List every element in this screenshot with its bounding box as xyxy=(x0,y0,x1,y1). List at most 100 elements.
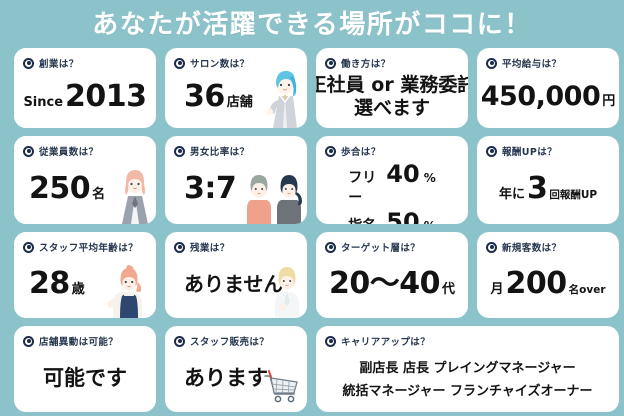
card-label-row: スタッフ販売は？ xyxy=(174,334,298,348)
value-unit: 歳 xyxy=(71,282,85,298)
card-value-area: 月 200 名over xyxy=(486,256,610,312)
card-label-row: 創業は？ xyxy=(23,56,147,70)
card-value-area: フリー 40 % 指名 50 % xyxy=(325,160,459,224)
card-label: 働き方は？ xyxy=(341,59,391,70)
card-label: 創業は？ xyxy=(39,59,79,70)
value-prefix: Since xyxy=(23,95,64,111)
bullseye-icon xyxy=(325,241,336,253)
card-label-row: スタッフ平均年齢は？ xyxy=(23,240,147,254)
card-value-area: 28 歳 xyxy=(23,256,147,312)
value-main: 200 xyxy=(505,266,568,302)
value-main: 3:7 xyxy=(184,171,237,207)
bullseye-icon xyxy=(174,57,185,69)
card-label: 従業員数は？ xyxy=(39,147,99,158)
card-value-area: 20〜40 代 xyxy=(325,256,459,312)
value-line-1: 正社員 or 業務委託 xyxy=(316,73,468,96)
value-main: 可能です xyxy=(43,365,127,390)
card-staff-sales: スタッフ販売は？ あります xyxy=(165,326,307,412)
commission-number: 40 xyxy=(386,160,420,188)
card-label: 新規客数は？ xyxy=(502,243,562,254)
card-overtime: 残業は？ ありません xyxy=(165,232,307,318)
card-label: 店舗異動は可能？ xyxy=(39,337,119,348)
card-work-style: 働き方は？ 正社員 or 業務委託 選べます xyxy=(316,48,468,128)
commission-percent: % xyxy=(424,219,436,224)
value-unit: 代 xyxy=(441,282,455,298)
card-founded: 創業は？ Since 2013 xyxy=(14,48,156,128)
bullseye-icon xyxy=(325,145,336,157)
value-line-2: 選べます xyxy=(353,96,430,119)
card-value-area: 可能です xyxy=(23,350,147,406)
commission-row-free: フリー 40 % xyxy=(348,160,435,207)
bullseye-icon xyxy=(174,145,185,157)
value-main: ありません xyxy=(184,271,284,296)
career-line-2: 統括マネージャー フランチャイズオーナー xyxy=(342,384,593,399)
value-main: 450,000 xyxy=(480,80,601,112)
commission-key: 指名 xyxy=(348,215,382,224)
bullseye-icon xyxy=(174,241,185,253)
commission-percent: % xyxy=(423,171,436,185)
page-title: あなたが活躍できる場所がココに！ xyxy=(92,9,532,40)
card-label-row: 歩合は？ xyxy=(325,144,459,158)
card-label: キャリアアップは？ xyxy=(341,337,431,348)
bullseye-icon xyxy=(23,145,34,157)
value-main: 2013 xyxy=(65,79,147,115)
card-label-row: 報酬UPは？ xyxy=(486,144,610,158)
value-main: 3 xyxy=(526,171,548,207)
card-label: 男女比率は？ xyxy=(190,147,250,158)
value-main: 28 xyxy=(29,266,70,302)
bullseye-icon xyxy=(23,241,34,253)
commission-key: フリー xyxy=(348,170,377,206)
card-label: スタッフ平均年齢は？ xyxy=(39,243,139,254)
value-unit: 店舗 xyxy=(226,95,253,111)
bullseye-icon xyxy=(486,145,497,157)
card-salon-count: サロン数は？ 36 店舗 xyxy=(165,48,307,128)
card-label: スタッフ販売は？ xyxy=(190,337,270,348)
card-value-area: 年に 3 回報酬UP xyxy=(486,160,610,218)
card-label-row: 従業員数は？ xyxy=(23,144,147,158)
card-pay-raise: 報酬UPは？ 年に 3 回報酬UP xyxy=(477,136,619,224)
card-label: 平均給与は？ xyxy=(502,59,562,70)
card-label-row: ターゲット層は？ xyxy=(325,240,459,254)
card-store-transfer: 店舗異動は可能？ 可能です xyxy=(14,326,156,412)
card-value-area: 250 名 xyxy=(23,160,147,218)
bullseye-icon xyxy=(325,57,336,69)
card-label-row: 働き方は？ xyxy=(325,56,459,70)
card-value-area: 正社員 or 業務委託 選べます xyxy=(316,72,468,122)
card-average-salary: 平均給与は？ 450,000 円 xyxy=(477,48,619,128)
card-label-row: 平均給与は？ xyxy=(486,56,610,70)
bullseye-icon xyxy=(325,335,336,347)
card-value-area: Since 2013 xyxy=(23,72,147,122)
card-value-area: あります xyxy=(174,350,298,406)
card-value-area: ありません xyxy=(174,256,298,312)
commission-number: 50 xyxy=(386,208,420,224)
value-main: あります xyxy=(184,365,268,390)
card-average-age: スタッフ平均年齢は？ 28 歳 xyxy=(14,232,156,318)
value-main: 250 xyxy=(29,171,91,207)
card-label: 報酬UPは？ xyxy=(502,147,558,158)
value-main: 20〜40 xyxy=(328,266,441,302)
card-label: ターゲット層は？ xyxy=(341,243,421,254)
card-target-demographic: ターゲット層は？ 20〜40 代 xyxy=(316,232,468,318)
card-employee-count: 従業員数は？ 250 名 xyxy=(14,136,156,224)
card-value-area: 3:7 xyxy=(174,160,298,218)
card-value-area: 450,000 円 xyxy=(481,72,616,122)
career-line-1: 副店長 店長 プレイングマネージャー xyxy=(359,361,576,376)
commission-row-nomination: 指名 50 % xyxy=(348,208,435,224)
bullseye-icon xyxy=(174,335,185,347)
value-prefix: 月 xyxy=(490,282,504,298)
card-label: 歩合は？ xyxy=(341,147,381,158)
card-career-up: キャリアアップは？ 副店長 店長 プレイングマネージャー 統括マネージャー フラ… xyxy=(316,326,619,412)
card-grid: 創業は？ Since 2013 サロン数は？ 36 店舗 xyxy=(14,48,619,412)
card-label-row: キャリアアップは？ xyxy=(325,334,610,348)
value-prefix: 年に xyxy=(498,187,525,203)
card-new-customers: 新規客数は？ 月 200 名over xyxy=(477,232,619,318)
value-unit: 円 xyxy=(602,93,616,109)
card-label-row: 男女比率は？ xyxy=(174,144,298,158)
card-label-row: 残業は？ xyxy=(174,240,298,254)
bullseye-icon xyxy=(486,57,497,69)
card-commission: 歩合は？ フリー 40 % 指名 50 % xyxy=(316,136,468,224)
value-unit: 回報酬UP xyxy=(549,189,598,202)
card-label-row: サロン数は？ xyxy=(174,56,298,70)
value-unit: 名 xyxy=(92,187,106,203)
